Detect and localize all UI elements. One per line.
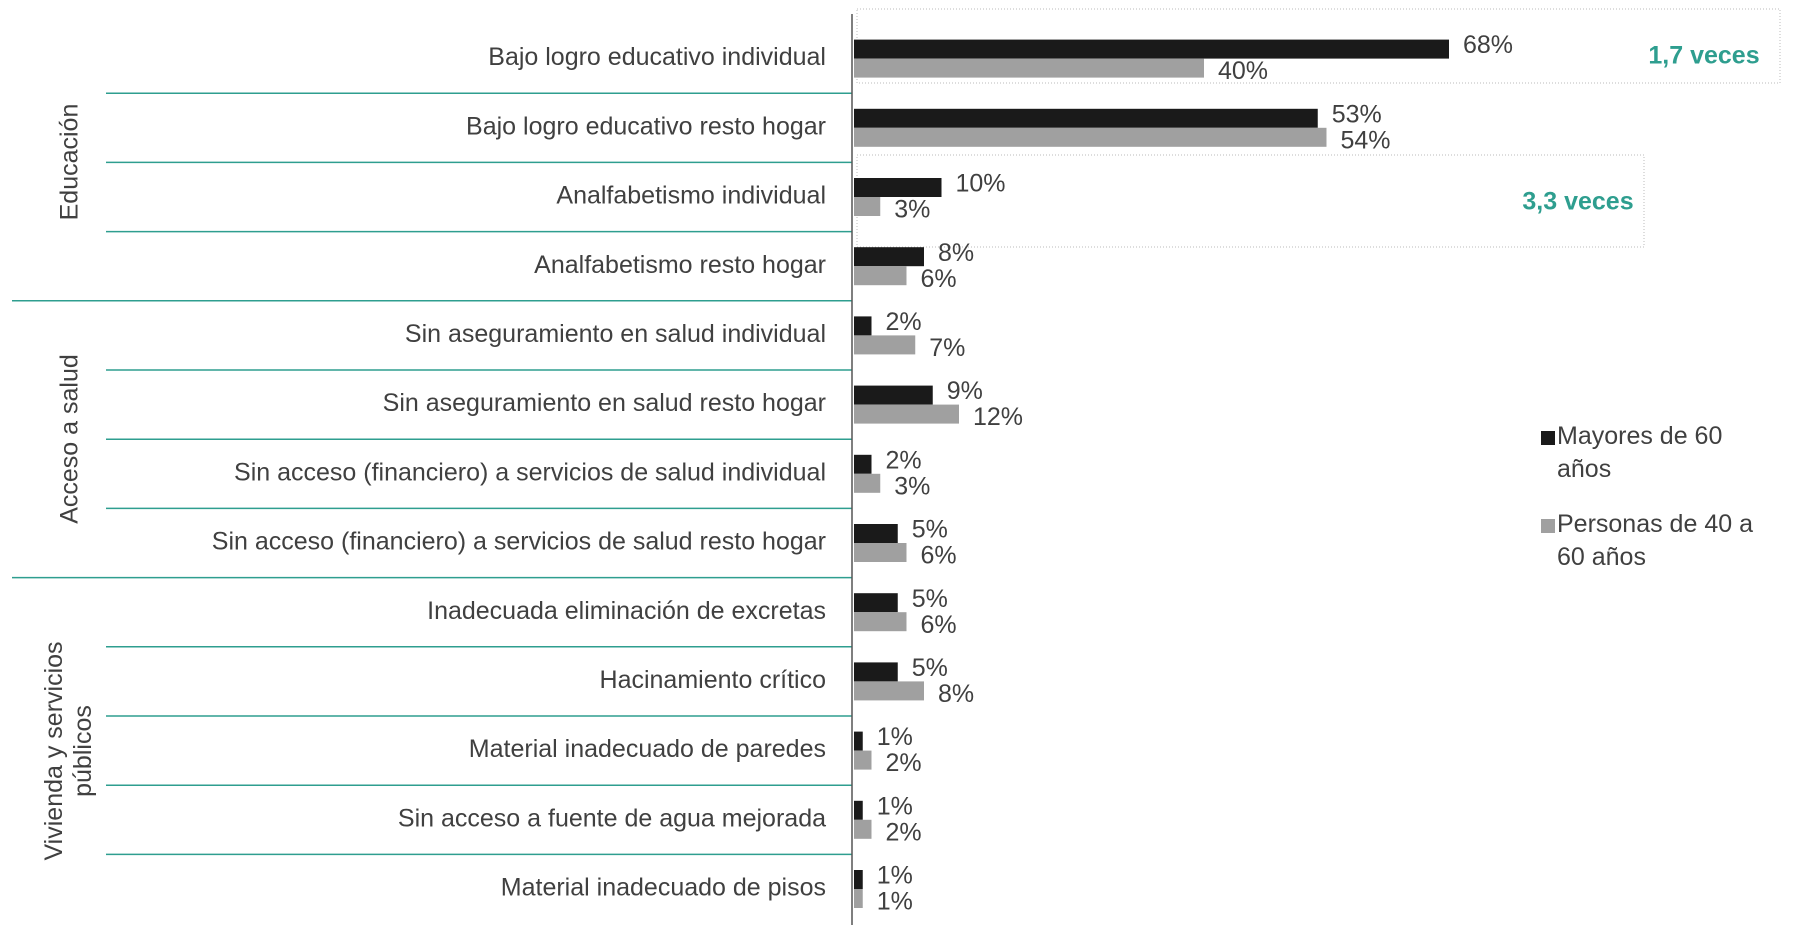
category-label: Hacinamiento crítico bbox=[600, 666, 826, 694]
bar bbox=[854, 39, 1449, 59]
bar bbox=[854, 316, 872, 336]
bar bbox=[854, 178, 942, 197]
legend-swatch bbox=[1541, 431, 1555, 445]
value-label: 6% bbox=[921, 265, 957, 293]
value-label: 8% bbox=[938, 680, 974, 708]
value-label: 3% bbox=[894, 196, 930, 224]
bar bbox=[854, 335, 916, 355]
category-label: Material inadecuado de paredes bbox=[469, 735, 826, 763]
bar bbox=[854, 889, 863, 908]
bar bbox=[854, 800, 863, 820]
bar bbox=[854, 404, 959, 424]
bar bbox=[854, 819, 872, 839]
bar bbox=[854, 612, 907, 632]
bar bbox=[854, 750, 872, 770]
value-label: 1% bbox=[877, 862, 913, 890]
value-label: 3% bbox=[894, 472, 930, 500]
category-label: Sin aseguramiento en salud resto hogar bbox=[383, 389, 826, 417]
value-label: 5% bbox=[912, 654, 948, 682]
bar bbox=[854, 385, 933, 405]
bar bbox=[854, 266, 907, 286]
category-label: Analfabetismo resto hogar bbox=[534, 251, 826, 279]
value-label: 68% bbox=[1463, 31, 1513, 59]
value-label: 2% bbox=[886, 818, 922, 846]
bar bbox=[854, 593, 898, 613]
value-label: 2% bbox=[886, 749, 922, 777]
value-label: 8% bbox=[938, 239, 974, 267]
value-label: 1% bbox=[877, 888, 913, 916]
annotation: 1,7 veces bbox=[1648, 42, 1759, 70]
bar bbox=[854, 870, 863, 889]
bar bbox=[854, 454, 872, 474]
category-label: Sin aseguramiento en salud individual bbox=[405, 320, 826, 348]
value-label: 10% bbox=[956, 170, 1006, 198]
bar bbox=[854, 127, 1327, 147]
category-label: Sin acceso (financiero) a servicios de s… bbox=[234, 458, 826, 486]
value-label: 5% bbox=[912, 516, 948, 544]
bar bbox=[854, 731, 863, 751]
value-label: 2% bbox=[886, 308, 922, 336]
value-label: 53% bbox=[1332, 100, 1382, 128]
group-label: Acceso a salud bbox=[54, 354, 83, 524]
bar bbox=[854, 543, 907, 562]
bar bbox=[854, 247, 924, 267]
value-label: 9% bbox=[947, 377, 983, 405]
value-label: 54% bbox=[1341, 126, 1391, 154]
category-label: Analfabetismo individual bbox=[556, 182, 826, 210]
value-label: 5% bbox=[912, 585, 948, 613]
group-label: Educación bbox=[54, 104, 83, 221]
value-label: 1% bbox=[877, 792, 913, 820]
annotation: 3,3 veces bbox=[1522, 188, 1633, 216]
value-label: 7% bbox=[929, 334, 965, 362]
bar bbox=[854, 108, 1318, 128]
category-label: Material inadecuado de pisos bbox=[501, 874, 826, 902]
value-label: 6% bbox=[921, 611, 957, 639]
bar bbox=[854, 58, 1204, 78]
category-label: Bajo logro educativo resto hogar bbox=[466, 112, 826, 140]
legend-swatch bbox=[1541, 519, 1555, 533]
legend-label: Mayores de 60 años bbox=[1557, 422, 1723, 483]
group-label: Vivienda y servicios públicos bbox=[40, 641, 97, 861]
value-label: 6% bbox=[921, 542, 957, 570]
value-label: 1% bbox=[877, 723, 913, 751]
value-label: 2% bbox=[886, 446, 922, 474]
category-label: Bajo logro educativo individual bbox=[488, 43, 826, 71]
annotation-box bbox=[856, 154, 1645, 248]
bar bbox=[854, 681, 924, 701]
category-label: Sin acceso a fuente de agua mejorada bbox=[398, 804, 826, 832]
legend-label: Personas de 40 a 60 años bbox=[1557, 510, 1753, 571]
category-label: Sin acceso (financiero) a servicios de s… bbox=[212, 528, 826, 556]
bar bbox=[854, 197, 881, 216]
bar bbox=[854, 524, 898, 543]
value-label: 40% bbox=[1218, 57, 1268, 85]
value-label: 12% bbox=[973, 403, 1023, 431]
bar bbox=[854, 662, 898, 682]
bar bbox=[854, 473, 881, 493]
category-label: Inadecuada eliminación de excretas bbox=[427, 597, 826, 625]
